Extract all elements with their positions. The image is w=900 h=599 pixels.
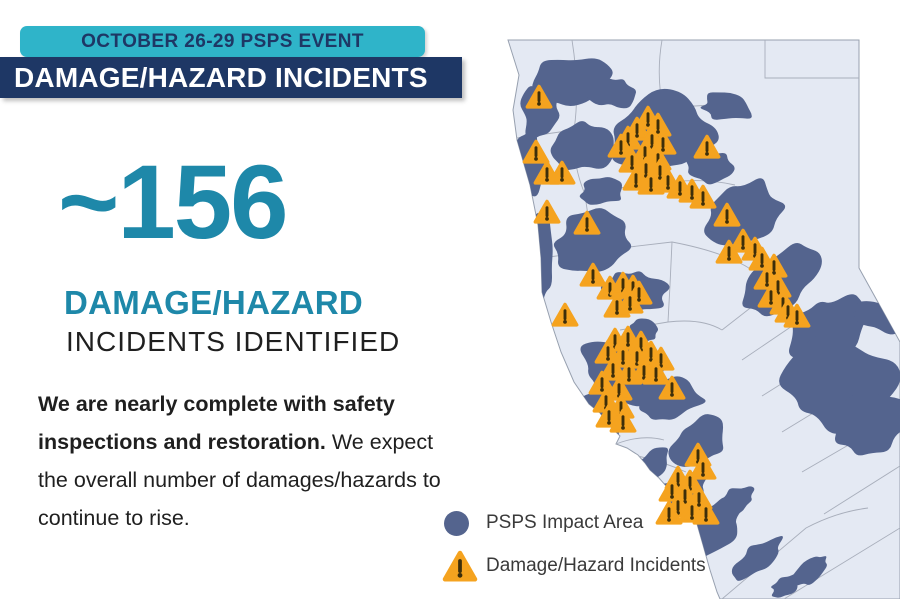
impact-area-blob	[550, 121, 614, 170]
incident-count: ~156	[58, 144, 289, 261]
impact-area-blob	[586, 77, 637, 109]
title-label: DAMAGE/HAZARD INCIDENTS	[14, 61, 428, 93]
impact-area-blob	[579, 177, 623, 205]
stat-headline: DAMAGE/HAZARD	[64, 284, 364, 321]
stat-subheadline: INCIDENTS IDENTIFIED	[66, 326, 401, 357]
impact-area-blob	[835, 392, 900, 456]
title-banner: DAMAGE/HAZARD INCIDENTS	[0, 57, 462, 98]
impact-area-blob	[668, 414, 724, 467]
map-legend: PSPS Impact Area Damage/Hazard Incidents	[444, 504, 706, 590]
legend-row-impact-area: PSPS Impact Area	[444, 504, 706, 542]
impact-area-blob	[704, 178, 786, 246]
status-message: We are nearly complete with safety inspe…	[38, 385, 452, 537]
status-message-normal: We expect the overall number of damages/…	[38, 430, 441, 530]
impact-area-blob	[731, 536, 783, 581]
impact-area-blob	[790, 556, 827, 586]
legend-impact-label: PSPS Impact Area	[486, 512, 644, 533]
status-message-bold: We are nearly complete with safety inspe…	[38, 392, 395, 454]
legend-incident-label: Damage/Hazard Incidents	[486, 555, 706, 576]
event-date-label: OCTOBER 26-29 PSPS EVENT	[81, 30, 364, 52]
event-date-banner: OCTOBER 26-29 PSPS EVENT	[20, 26, 425, 57]
impact-area-blob	[685, 151, 735, 185]
impact-area-swatch	[444, 510, 469, 536]
impact-area-blob	[700, 92, 752, 120]
legend-row-incidents: Damage/Hazard Incidents	[444, 547, 706, 585]
california-psps-map	[507, 39, 900, 599]
impact-area-blob	[553, 208, 632, 272]
impact-area-blob	[719, 486, 755, 518]
